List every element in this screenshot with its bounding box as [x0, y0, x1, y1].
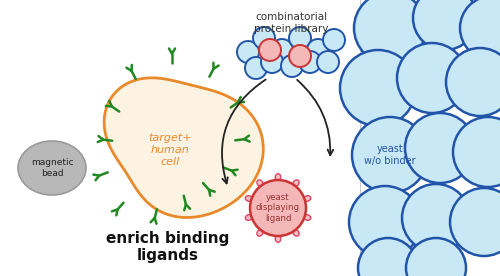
Ellipse shape: [257, 230, 263, 236]
Ellipse shape: [304, 215, 310, 220]
Circle shape: [299, 51, 321, 73]
Ellipse shape: [246, 196, 252, 201]
Ellipse shape: [257, 180, 263, 186]
Circle shape: [250, 180, 306, 236]
Circle shape: [406, 238, 466, 276]
Circle shape: [402, 184, 470, 252]
Circle shape: [323, 29, 345, 51]
Circle shape: [307, 39, 329, 61]
Ellipse shape: [275, 235, 281, 242]
Ellipse shape: [18, 141, 86, 195]
Circle shape: [405, 113, 475, 183]
Text: enrich binding
ligands: enrich binding ligands: [106, 231, 230, 263]
Circle shape: [446, 48, 500, 116]
Circle shape: [281, 55, 303, 77]
Circle shape: [289, 27, 311, 49]
Circle shape: [349, 186, 421, 258]
Ellipse shape: [293, 180, 299, 186]
Circle shape: [289, 45, 311, 67]
Circle shape: [453, 117, 500, 187]
Text: combinatorial
protein library: combinatorial protein library: [254, 12, 328, 34]
Ellipse shape: [293, 230, 299, 236]
Polygon shape: [104, 78, 264, 217]
Text: yeast
displaying
ligand: yeast displaying ligand: [256, 193, 300, 223]
Ellipse shape: [275, 174, 281, 181]
Circle shape: [253, 27, 275, 49]
Circle shape: [460, 0, 500, 60]
Circle shape: [354, 0, 426, 64]
Ellipse shape: [304, 196, 310, 201]
Text: target+
human
cell: target+ human cell: [148, 133, 192, 167]
Circle shape: [397, 43, 467, 113]
Circle shape: [358, 238, 418, 276]
Circle shape: [245, 57, 267, 79]
Text: magnetic
bead: magnetic bead: [30, 158, 74, 178]
Circle shape: [317, 51, 339, 73]
Circle shape: [237, 41, 259, 63]
Circle shape: [450, 188, 500, 256]
Circle shape: [261, 51, 283, 73]
Circle shape: [271, 39, 293, 61]
Circle shape: [259, 39, 281, 61]
Circle shape: [340, 50, 416, 126]
Circle shape: [352, 117, 428, 193]
Ellipse shape: [246, 215, 252, 220]
Text: yeast
w/o binder: yeast w/o binder: [364, 144, 416, 166]
Circle shape: [413, 0, 477, 50]
